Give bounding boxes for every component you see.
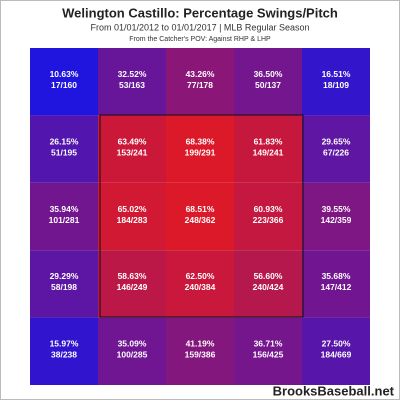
cell-value: 36.50% bbox=[254, 69, 283, 79]
cell-count: 50/137 bbox=[255, 80, 281, 90]
heat-cell bbox=[98, 115, 166, 183]
cell-value: 16.51% bbox=[322, 69, 351, 79]
heat-cell bbox=[234, 317, 302, 385]
cell-value: 35.94% bbox=[50, 204, 79, 214]
heat-cell bbox=[30, 48, 98, 116]
cell-count: 146/249 bbox=[117, 282, 148, 292]
cell-count: 240/384 bbox=[185, 282, 216, 292]
cell-count: 147/412 bbox=[321, 282, 352, 292]
cell-value: 63.49% bbox=[118, 136, 147, 146]
cell-count: 51/195 bbox=[51, 147, 77, 157]
heat-cell bbox=[98, 317, 166, 385]
cell-value: 68.38% bbox=[186, 136, 215, 146]
cell-count: 100/285 bbox=[117, 350, 148, 360]
heat-cell bbox=[30, 115, 98, 183]
cell-value: 41.19% bbox=[186, 339, 215, 349]
heat-cell bbox=[302, 48, 370, 116]
cell-value: 35.09% bbox=[118, 339, 147, 349]
cell-value: 26.15% bbox=[50, 136, 79, 146]
cell-value: 29.65% bbox=[322, 136, 351, 146]
cell-count: 77/178 bbox=[187, 80, 213, 90]
cell-value: 60.93% bbox=[254, 204, 283, 214]
strike-zone bbox=[99, 114, 304, 318]
heat-cell bbox=[302, 115, 370, 183]
heat-cell bbox=[98, 182, 166, 251]
cell-value: 62.50% bbox=[186, 271, 215, 281]
cell-count: 17/160 bbox=[51, 80, 77, 90]
heat-cell bbox=[166, 115, 234, 183]
heat-cell bbox=[30, 317, 98, 385]
cell-count: 149/241 bbox=[253, 147, 284, 157]
heat-cell bbox=[166, 48, 234, 116]
cell-count: 38/238 bbox=[51, 350, 77, 360]
cell-value: 36.71% bbox=[254, 339, 283, 349]
heat-cell bbox=[234, 48, 302, 116]
cell-count: 156/425 bbox=[253, 350, 284, 360]
cell-value: 35.68% bbox=[322, 271, 351, 281]
cell-value: 43.26% bbox=[186, 69, 215, 79]
cell-value: 58.63% bbox=[118, 271, 147, 281]
cell-count: 142/359 bbox=[321, 215, 352, 225]
heat-cell bbox=[98, 48, 166, 116]
cell-value: 27.50% bbox=[322, 339, 351, 349]
heat-cell bbox=[234, 115, 302, 183]
cell-count: 58/198 bbox=[51, 282, 77, 292]
cell-value: 10.63% bbox=[50, 69, 79, 79]
cell-value: 56.60% bbox=[254, 271, 283, 281]
cell-count: 199/291 bbox=[185, 147, 216, 157]
heat-cell bbox=[30, 250, 98, 318]
heat-cell bbox=[234, 182, 302, 251]
cell-value: 68.51% bbox=[186, 204, 215, 214]
cell-value: 61.83% bbox=[254, 136, 283, 146]
chart-note: From the Catcher's POV: Against RHP & LH… bbox=[129, 36, 271, 43]
cell-count: 159/386 bbox=[185, 350, 216, 360]
cell-value: 29.29% bbox=[50, 271, 79, 281]
heat-cell bbox=[166, 250, 234, 318]
source: BrooksBaseball.net bbox=[273, 383, 395, 398]
cell-count: 101/281 bbox=[49, 215, 80, 225]
heat-cell bbox=[234, 250, 302, 318]
cell-count: 184/283 bbox=[117, 215, 148, 225]
cell-count: 153/241 bbox=[117, 147, 148, 157]
cell-count: 18/109 bbox=[323, 80, 349, 90]
cell-count: 53/163 bbox=[119, 80, 145, 90]
chart-subtitle: From 01/01/2012 to 01/01/2017 | MLB Regu… bbox=[91, 22, 310, 32]
heat-cell bbox=[302, 182, 370, 251]
cell-count: 248/362 bbox=[185, 215, 216, 225]
heat-cell bbox=[98, 250, 166, 318]
heat-cell bbox=[166, 317, 234, 385]
cell-value: 15.97% bbox=[50, 339, 79, 349]
cell-value: 65.02% bbox=[118, 204, 147, 214]
cell-count: 184/669 bbox=[321, 350, 352, 360]
chart-title: Welington Castillo: Percentage Swings/Pi… bbox=[62, 5, 338, 20]
heat-cell bbox=[30, 182, 98, 251]
heat-cell bbox=[302, 317, 370, 385]
cell-value: 39.55% bbox=[322, 204, 351, 214]
cell-value: 32.52% bbox=[118, 69, 147, 79]
cell-count: 223/366 bbox=[253, 215, 284, 225]
heat-cell bbox=[166, 182, 234, 251]
cell-count: 240/424 bbox=[253, 282, 284, 292]
heat-cell bbox=[302, 250, 370, 318]
cell-count: 67/226 bbox=[323, 147, 349, 157]
grid: 10.63%17/160 32.52%53/163 43.26%77/178 36.5… bbox=[30, 48, 370, 385]
